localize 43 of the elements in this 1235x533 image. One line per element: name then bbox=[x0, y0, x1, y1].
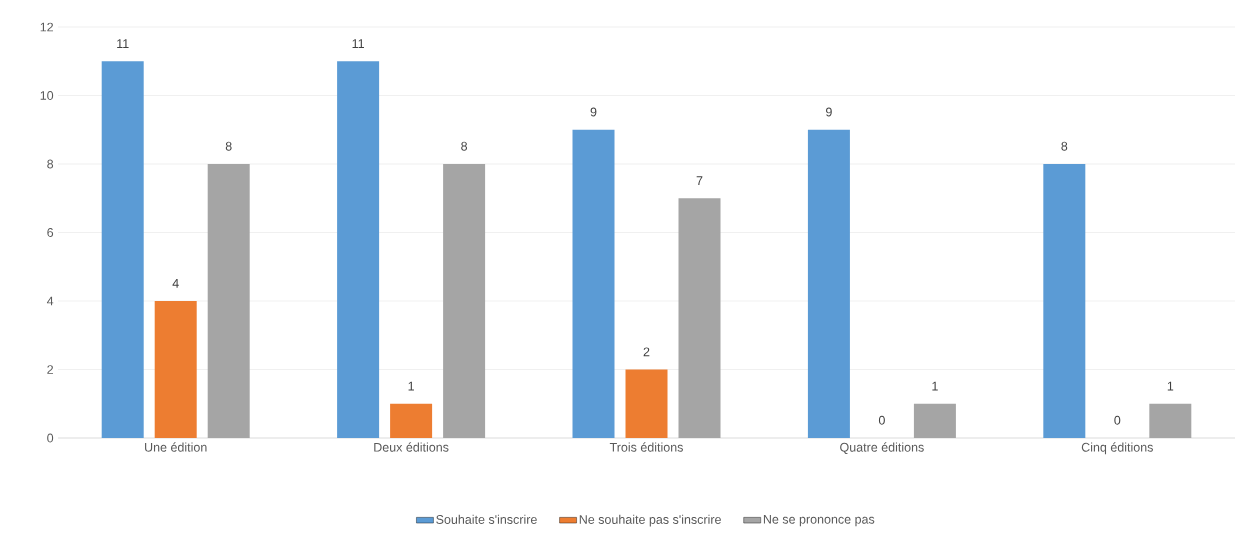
data-label: 9 bbox=[590, 107, 597, 117]
y-tick-label: 6 bbox=[47, 228, 54, 237]
bar bbox=[443, 164, 486, 438]
data-label: 1 bbox=[932, 381, 938, 391]
y-tick-label: 0 bbox=[47, 433, 54, 443]
data-label: 1 bbox=[1167, 381, 1174, 391]
bar bbox=[678, 198, 721, 438]
x-tick-label: Cinq éditions bbox=[1081, 442, 1153, 455]
bar bbox=[625, 369, 668, 438]
bar bbox=[913, 403, 956, 438]
bar bbox=[572, 129, 615, 438]
legend-label: Ne souhaite pas s'inscrire bbox=[579, 514, 721, 527]
bar bbox=[207, 164, 250, 438]
data-label: 11 bbox=[352, 39, 364, 48]
y-tick-label: 4 bbox=[46, 296, 54, 306]
x-tick-label: Une édition bbox=[145, 442, 207, 452]
data-label: 2 bbox=[643, 347, 650, 357]
bar bbox=[1043, 164, 1086, 438]
data-label: 0 bbox=[1114, 415, 1121, 425]
x-tick-label: Deux éditions bbox=[374, 442, 449, 452]
data-label: 1 bbox=[408, 381, 414, 391]
bar bbox=[1149, 403, 1192, 438]
data-label: 9 bbox=[826, 107, 832, 117]
x-tick-label: Quatre éditions bbox=[840, 442, 924, 454]
y-tick-label: 2 bbox=[47, 365, 54, 374]
bar bbox=[390, 403, 433, 438]
bar bbox=[154, 301, 197, 438]
bar bbox=[101, 61, 144, 438]
bar bbox=[807, 129, 850, 438]
data-label: 0 bbox=[878, 415, 885, 425]
y-tick-label: 12 bbox=[40, 22, 54, 32]
legend-label: Ne se prononce pas bbox=[763, 514, 875, 527]
y-tick-label: 10 bbox=[40, 91, 54, 100]
x-tick-label: Trois éditions bbox=[609, 442, 683, 452]
data-label: 8 bbox=[461, 141, 468, 151]
data-label: 8 bbox=[225, 141, 232, 151]
data-label: 8 bbox=[1061, 141, 1068, 151]
legend-label: Souhaite s'inscrire bbox=[436, 514, 537, 524]
data-label: 4 bbox=[172, 279, 179, 288]
data-label: 7 bbox=[696, 176, 703, 185]
y-tick-label: 8 bbox=[47, 159, 54, 169]
data-label: 11 bbox=[117, 39, 129, 48]
bar bbox=[337, 61, 380, 438]
